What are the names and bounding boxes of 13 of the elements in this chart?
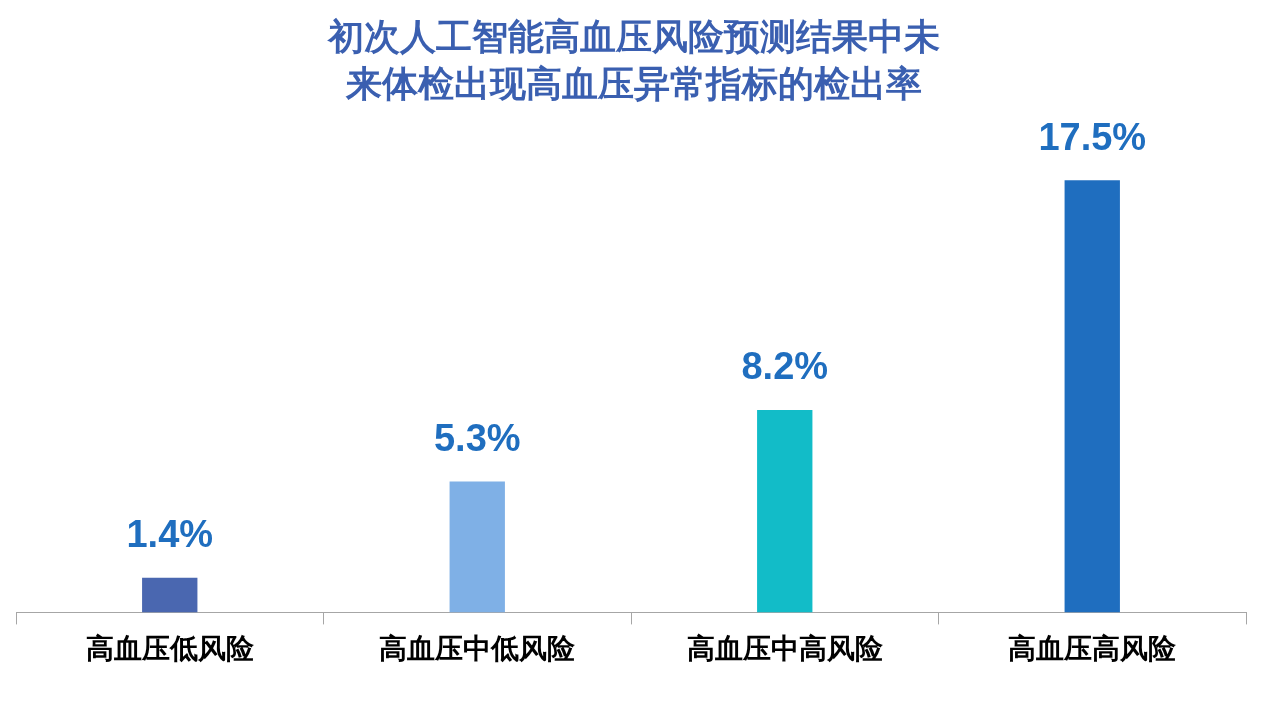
x-tick-label: 高血压低风险 (85, 632, 255, 666)
bar (1064, 179, 1120, 612)
bar (757, 409, 813, 612)
data-label: 1.4% (126, 512, 214, 555)
x-tick-label: 高血压中低风险 (379, 632, 577, 666)
chart-title: 初次人工智能高血压风险预测结果中未来体检出现高血压异常指标的检出率 (326, 15, 941, 106)
data-label: 8.2% (741, 345, 829, 388)
x-tick-label: 高血压中高风险 (686, 632, 884, 666)
data-label: 5.3% (433, 416, 521, 459)
bar (142, 577, 198, 612)
x-tick-label: 高血压高风险 (1008, 632, 1178, 666)
bar (449, 481, 505, 612)
data-label: 17.5% (1038, 115, 1147, 158)
